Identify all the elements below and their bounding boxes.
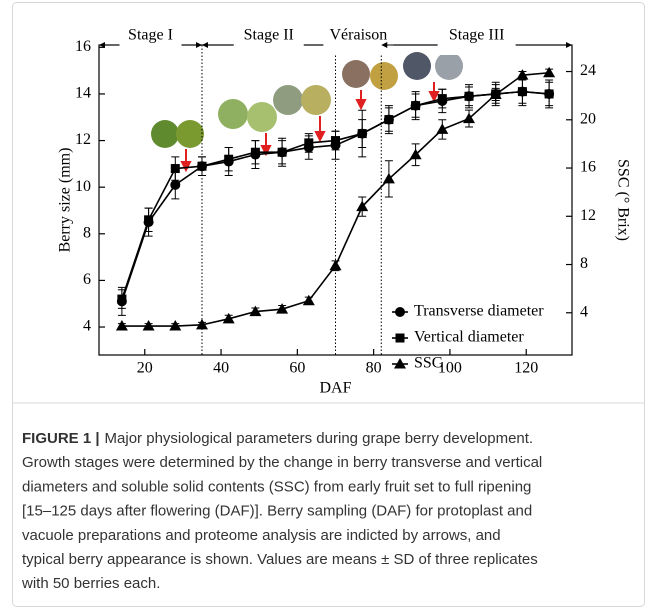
y2-tick-label: 8	[580, 255, 588, 272]
berry-photo	[247, 102, 277, 132]
point	[144, 215, 154, 225]
figure-frame	[12, 2, 645, 607]
plot: 20 40 60 80 100 120 4 6 8 10 12 14 16 4 8 12 16 20 24 DAF Be…	[57, 27, 632, 397]
x-tick-label: 60	[289, 360, 305, 377]
point	[250, 147, 260, 157]
point	[357, 129, 367, 139]
y2-tick-label: 20	[580, 110, 596, 127]
y2-tick-label: 16	[580, 159, 596, 176]
y2-tick-label: 24	[580, 62, 596, 79]
berry-photo	[176, 120, 204, 148]
berry-photo	[342, 60, 370, 88]
berry-photo	[218, 99, 248, 129]
y2-tick-label: 4	[580, 303, 588, 320]
point	[117, 294, 127, 304]
y-tick-label: 12	[75, 131, 91, 148]
point	[409, 148, 422, 160]
point	[170, 179, 181, 190]
point	[331, 136, 340, 146]
point	[464, 91, 474, 101]
point	[115, 320, 128, 331]
berry-photo	[435, 52, 463, 80]
x-tick-label: 40	[213, 360, 229, 377]
stage-label-bg	[119, 35, 182, 55]
point	[249, 305, 262, 317]
stage-label-bg	[323, 35, 394, 55]
legend-marker	[395, 333, 405, 343]
point	[411, 101, 421, 111]
x-axis-title: DAF	[319, 380, 351, 397]
point	[169, 320, 182, 331]
y2-tick-label: 12	[580, 207, 596, 224]
point	[463, 112, 476, 124]
point	[516, 69, 529, 80]
point	[384, 115, 394, 125]
y-tick-label: 4	[83, 318, 91, 335]
caption-line: with 50 berries each.	[21, 575, 160, 592]
stage-label: Véraison	[330, 27, 388, 44]
x-tick-label: 100	[438, 360, 462, 377]
caption-line: Growth stages were determined by the cha…	[22, 454, 542, 471]
y2-axis-title: SSC (° Brix)	[614, 159, 631, 241]
point	[224, 154, 234, 164]
caption-line: diameters and soluble solid contents (SS…	[22, 478, 531, 495]
caption-label: FIGURE 1 |	[22, 430, 100, 447]
caption-line: typical berry appearance is shown. Value…	[22, 551, 538, 568]
stage-label: Stage III	[449, 27, 505, 44]
point	[304, 138, 314, 148]
point	[276, 303, 289, 314]
berry-photo	[370, 62, 398, 90]
point	[142, 320, 155, 331]
point	[517, 87, 527, 97]
y-tick-label: 10	[75, 178, 91, 195]
x-tick-label: 20	[137, 360, 153, 377]
berry-photo	[273, 85, 303, 115]
point	[222, 312, 235, 324]
x-tick-label: 80	[366, 360, 382, 377]
legend-marker	[395, 307, 405, 317]
point	[329, 259, 342, 271]
caption-line: vacuole preparations and proteome analys…	[22, 527, 501, 544]
caption: Major physiological parameters during gr…	[21, 430, 542, 592]
berry-photos	[151, 52, 463, 173]
berry-photo	[403, 52, 431, 80]
point	[436, 123, 449, 134]
point	[437, 94, 447, 104]
caption-line: [15–125 days after flowering (DAF)]. Ber…	[22, 503, 532, 520]
y-tick-label: 14	[75, 85, 91, 102]
point	[302, 294, 315, 306]
point	[489, 88, 502, 99]
legend-label: Vertical diameter	[414, 329, 524, 346]
y-tick-label: 8	[83, 224, 91, 241]
stage-label-bg	[437, 35, 516, 55]
point	[544, 89, 554, 99]
stage-label: Stage I	[128, 27, 173, 44]
stage-label: Stage II	[244, 27, 294, 44]
legend-label: SSC	[414, 355, 442, 372]
y-tick-label: 6	[83, 271, 91, 288]
y-tick-label: 16	[75, 38, 91, 55]
legend-marker	[394, 358, 406, 369]
point	[197, 161, 207, 171]
y-axis-title: Berry size (mm)	[57, 148, 74, 253]
berry-photo	[301, 85, 331, 115]
x-tick-label: 120	[514, 360, 538, 377]
point	[382, 172, 395, 184]
berry-photo	[151, 120, 179, 148]
point	[356, 200, 369, 212]
point	[170, 164, 180, 174]
stage-label-bg	[233, 35, 304, 55]
caption-line: Major physiological parameters during gr…	[105, 430, 534, 447]
point	[543, 66, 556, 78]
point	[277, 147, 287, 157]
legend-label: Transverse diameter	[414, 303, 544, 320]
point	[195, 318, 208, 330]
